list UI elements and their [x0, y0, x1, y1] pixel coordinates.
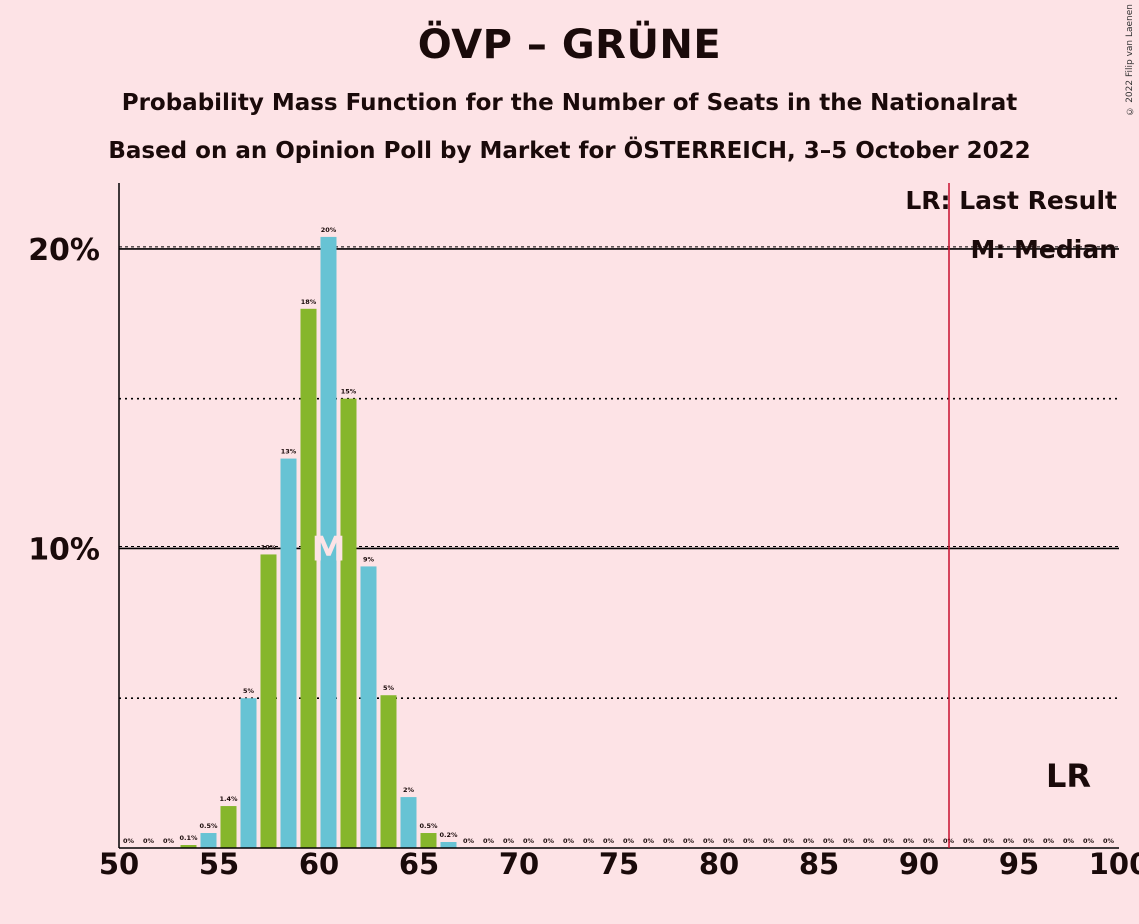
y-tick-label: 20% [28, 233, 100, 268]
chart-source: Based on an Opinion Poll by Market for Ö… [108, 138, 1031, 164]
y-tick-labels: 10% 20% [28, 233, 100, 568]
bar-label-85: 0% [823, 837, 835, 845]
median-marker: M [312, 529, 346, 569]
bar-label-73: 0% [583, 837, 595, 845]
bar-label-66: 0.2% [439, 831, 458, 839]
bar-label-71: 0% [543, 837, 555, 845]
bar-label-94: 0% [1003, 837, 1015, 845]
x-tick-label-55: 55 [199, 847, 239, 881]
bar-60 [320, 236, 337, 848]
bar-label-53: 0.1% [179, 834, 198, 842]
x-tick-label-95: 95 [999, 847, 1039, 881]
bar-label-75: 0% [623, 837, 635, 845]
bar-label-82: 0% [763, 837, 775, 845]
legend-last-result: LR: Last Result [905, 186, 1117, 215]
bar-label-78: 0% [683, 837, 695, 845]
bar-63 [380, 695, 397, 848]
bar-57 [260, 554, 277, 848]
bar-label-76: 0% [643, 837, 655, 845]
bar-label-65: 0.5% [419, 822, 438, 830]
bar-label-84: 0% [803, 837, 815, 845]
bar-61 [340, 398, 357, 848]
x-tick-labels: 50 55 60 65 70 75 80 85 90 95 100 [99, 847, 1139, 881]
y-tick-label: 10% [28, 532, 100, 567]
bar-label-64: 2% [403, 786, 415, 794]
overlays: M LR LR: Last Result M: Median [312, 183, 1117, 848]
bar-label-60: 20% [321, 226, 337, 234]
x-tick-label-100: 100 [1089, 847, 1139, 881]
bar-label-80: 0% [723, 837, 735, 845]
bar-label-99: 0% [1103, 837, 1115, 845]
bar-label-79: 0% [703, 837, 715, 845]
legend-median: M: Median [970, 235, 1117, 264]
bar-53 [180, 845, 197, 848]
bar-label-67: 0% [463, 837, 475, 845]
bar-label-61: 15% [341, 388, 357, 396]
bar-55 [220, 806, 237, 848]
bar-label-77: 0% [663, 837, 675, 845]
bar-label-70: 0% [523, 837, 535, 845]
bar-label-55: 1.4% [219, 795, 238, 803]
bar-label-63: 5% [383, 684, 395, 692]
bar-label-62: 9% [363, 555, 375, 563]
x-tick-label-70: 70 [499, 847, 539, 881]
bar-label-89: 0% [903, 837, 915, 845]
bar-label-96: 0% [1043, 837, 1055, 845]
axes [118, 183, 1119, 849]
x-tick-label-80: 80 [699, 847, 739, 881]
bar-label-59: 18% [301, 298, 317, 306]
x-tick-label-60: 60 [299, 847, 339, 881]
bar-label-68: 0% [483, 837, 495, 845]
x-tick-label-75: 75 [599, 847, 639, 881]
x-tick-label-50: 50 [99, 847, 139, 881]
bar-label-86: 0% [843, 837, 855, 845]
bar-label-88: 0% [883, 837, 895, 845]
bar-label-90: 0% [923, 837, 935, 845]
bar-label-95: 0% [1023, 837, 1035, 845]
last-result-marker: LR [1046, 757, 1091, 795]
bar-label-87: 0% [863, 837, 875, 845]
bar-label-98: 0% [1083, 837, 1095, 845]
bar-58 [280, 458, 297, 848]
bar-label-54: 0.5% [199, 822, 218, 830]
bar-label-51: 0% [143, 837, 155, 845]
bar-label-74: 0% [603, 837, 615, 845]
bar-label-83: 0% [783, 837, 795, 845]
bar-label-92: 0% [963, 837, 975, 845]
bar-66 [440, 842, 457, 848]
bar-label-72: 0% [563, 837, 575, 845]
bar-62 [360, 566, 377, 848]
bar-label-93: 0% [983, 837, 995, 845]
bar-label-52: 0% [163, 837, 175, 845]
chart-subtitle: Probability Mass Function for the Number… [121, 90, 1018, 116]
bar-label-56: 5% [243, 687, 255, 695]
x-tick-label-85: 85 [799, 847, 839, 881]
bar-label-50: 0% [123, 837, 135, 845]
bar-59 [300, 308, 317, 849]
x-tick-label-90: 90 [899, 847, 939, 881]
bars [180, 236, 457, 849]
bar-56 [240, 698, 257, 848]
bar-64 [400, 797, 417, 848]
bar-65 [420, 833, 437, 848]
x-tick-label-65: 65 [399, 847, 439, 881]
bar-label-81: 0% [743, 837, 755, 845]
bar-label-97: 0% [1063, 837, 1075, 845]
bar-label-58: 13% [281, 448, 297, 456]
bar-label-57: 10% [261, 543, 277, 551]
chart-title: ÖVP – GRÜNE [417, 22, 722, 68]
bar-label-69: 0% [503, 837, 515, 845]
bar-54 [200, 833, 217, 848]
